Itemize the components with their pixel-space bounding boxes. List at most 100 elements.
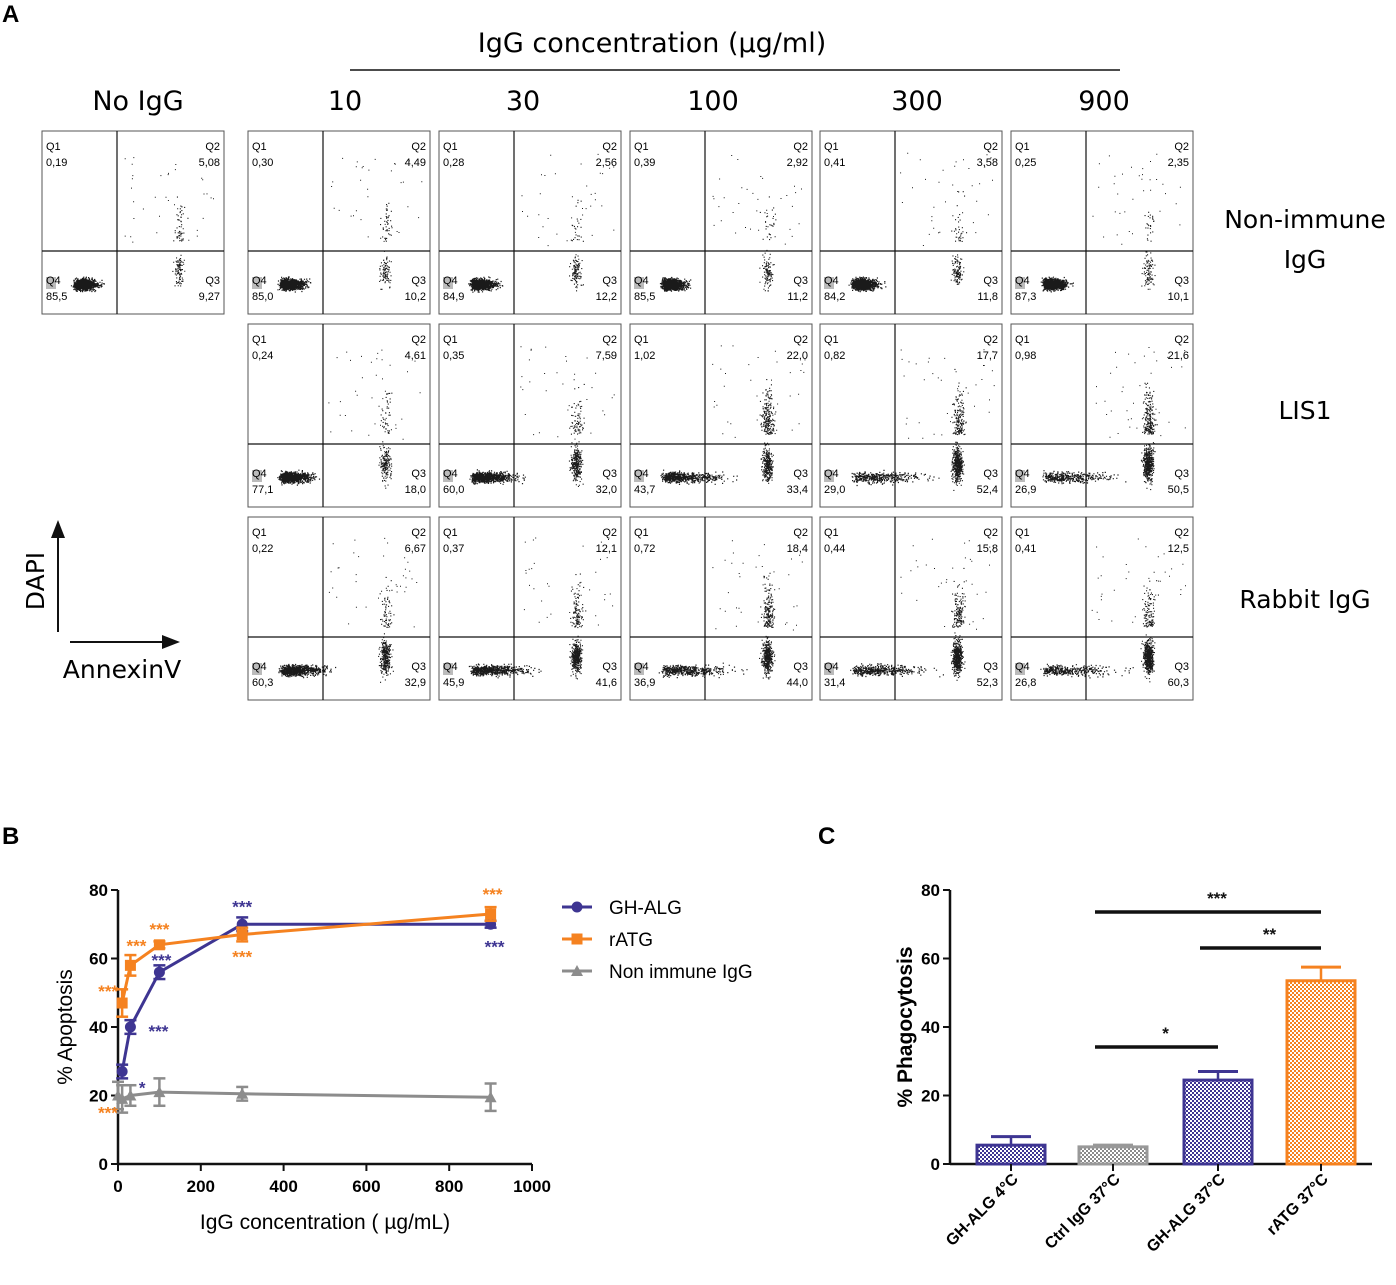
x-axis-label: IgG concentration ( µg/mL) <box>200 1211 450 1234</box>
significance-mark: *** <box>483 885 503 904</box>
q4-name: Q4 <box>443 468 458 480</box>
bar-ctrl-igg-37-c <box>1077 1145 1149 1166</box>
x-tick-label: GH-ALG 37°C <box>1144 1170 1229 1255</box>
row-label-line: IgG <box>1284 245 1327 274</box>
y-tick-label: 20 <box>921 1087 940 1106</box>
significance-mark: *** <box>485 937 505 956</box>
plot-frame <box>629 516 813 701</box>
q2-value: 12,5 <box>1168 543 1189 555</box>
data-point <box>153 966 165 978</box>
axis-pile <box>824 277 834 289</box>
q1-name: Q1 <box>634 334 649 346</box>
q4-value: 85,5 <box>634 291 655 303</box>
q4-value: 45,9 <box>443 677 464 689</box>
flow-plot-r2-c4: Q1 0,41 Q2 12,5 Q3 60,3 Q4 26,8 <box>1010 516 1194 701</box>
flow-plot-r0-c3: Q1 0,41 Q2 3,58 Q3 11,8 Q4 84,2 <box>819 130 1003 315</box>
q3-value: 12,2 <box>596 291 617 303</box>
significance-mark: *** <box>98 1104 118 1123</box>
q3-name: Q3 <box>1174 661 1189 673</box>
x-tick-label: rATG 37°C <box>1264 1170 1332 1238</box>
data-point <box>116 1066 128 1078</box>
q1-name: Q1 <box>252 334 267 346</box>
data-point <box>124 1089 137 1101</box>
q1-value: 0,24 <box>252 350 273 362</box>
event-dots <box>658 540 803 680</box>
plot-frame <box>438 130 622 315</box>
q1-name: Q1 <box>1015 334 1030 346</box>
q3-value: 11,2 <box>787 291 808 303</box>
axis-pile <box>443 470 453 482</box>
q3-name: Q3 <box>602 468 617 480</box>
q3-name: Q3 <box>793 661 808 673</box>
q4-value: 29,0 <box>824 484 845 496</box>
plot-frame <box>41 130 225 315</box>
significance-mark: *** <box>1207 889 1227 908</box>
q1-name: Q1 <box>46 141 61 153</box>
q3-value: 52,3 <box>977 677 998 689</box>
series-ratg <box>116 905 497 1018</box>
q1-name: Q1 <box>824 141 839 153</box>
q4-name: Q4 <box>252 275 267 287</box>
col-label-100: 100 <box>687 86 739 117</box>
q3-value: 50,5 <box>1168 484 1189 496</box>
series-line <box>120 912 491 1004</box>
panel-c: C 0 20 40 60 80 % Phagocytosis GH-ALG 4°C Ctrl … <box>818 823 1372 1256</box>
q2-name: Q2 <box>411 141 426 153</box>
q4-name: Q4 <box>443 275 458 287</box>
q2-value: 17,7 <box>977 350 998 362</box>
q2-value: 18,4 <box>787 543 808 555</box>
legend-marker <box>571 933 583 945</box>
axis-pile <box>634 663 644 675</box>
data-point <box>484 1091 497 1103</box>
legend-label: Non immune IgG <box>609 962 753 983</box>
flow-plots: Q1 0,19 Q2 5,08 Q3 9,27 Q4 85,5 Q1 0,30 Q2 4,49 Q3 10… <box>41 130 1194 701</box>
panel-c-label: C <box>818 823 835 850</box>
y-tick-label: 60 <box>89 950 108 969</box>
q4-name: Q4 <box>252 661 267 673</box>
q2-name: Q2 <box>1174 334 1189 346</box>
x-tick-label: 600 <box>352 1177 380 1196</box>
significance-annotations: ******************************* <box>98 885 505 1123</box>
x-tick-label: 400 <box>269 1177 297 1196</box>
flow-plot-r2-c3: Q1 0,44 Q2 15,8 Q3 52,3 Q4 31,4 <box>819 516 1003 701</box>
event-dots <box>1040 538 1186 683</box>
q2-name: Q2 <box>411 527 426 539</box>
q1-value: 0,25 <box>1015 157 1036 169</box>
x-tick-label: 200 <box>187 1177 215 1196</box>
event-dots <box>1042 347 1186 491</box>
y-tick-label: 80 <box>921 881 940 900</box>
axis-key: DAPI AnnexinV <box>21 520 181 684</box>
q2-value: 15,8 <box>977 543 998 555</box>
significance-mark: ** <box>1263 925 1277 944</box>
q4-value: 26,8 <box>1015 677 1036 689</box>
data-point <box>153 939 165 951</box>
data-point <box>153 1086 166 1098</box>
q3-value: 11,8 <box>977 291 998 303</box>
col-label-900: 900 <box>1078 86 1130 117</box>
y-tick-label: 60 <box>921 950 940 969</box>
q4-name: Q4 <box>443 661 458 673</box>
q4-value: 31,4 <box>824 677 845 689</box>
significance-mark: * <box>139 1079 146 1098</box>
panel-b-label: B <box>2 823 19 850</box>
q4-name: Q4 <box>824 275 839 287</box>
q1-value: 0,19 <box>46 157 67 169</box>
series-gh-alg <box>116 916 497 1080</box>
q4-value: 85,5 <box>46 291 67 303</box>
col-label-300: 300 <box>891 86 943 117</box>
axis-pile <box>1015 470 1025 482</box>
q1-name: Q1 <box>443 334 458 346</box>
event-dots <box>277 349 421 489</box>
axis-pile <box>46 277 56 289</box>
q1-name: Q1 <box>634 141 649 153</box>
series-line <box>117 1090 491 1101</box>
plot-frame <box>629 130 813 315</box>
flow-plot-r0-c0: Q1 0,30 Q2 4,49 Q3 10,2 Q4 85,0 <box>247 130 431 315</box>
q3-value: 9,27 <box>199 291 220 303</box>
flow-plot-r1-c1: Q1 0,35 Q2 7,59 Q3 32,0 Q4 60,0 <box>438 323 622 508</box>
axis-pile <box>1015 663 1025 675</box>
q1-name: Q1 <box>443 141 458 153</box>
q3-value: 32,0 <box>596 484 617 496</box>
q3-name: Q3 <box>1174 275 1189 287</box>
data-point <box>485 908 497 920</box>
